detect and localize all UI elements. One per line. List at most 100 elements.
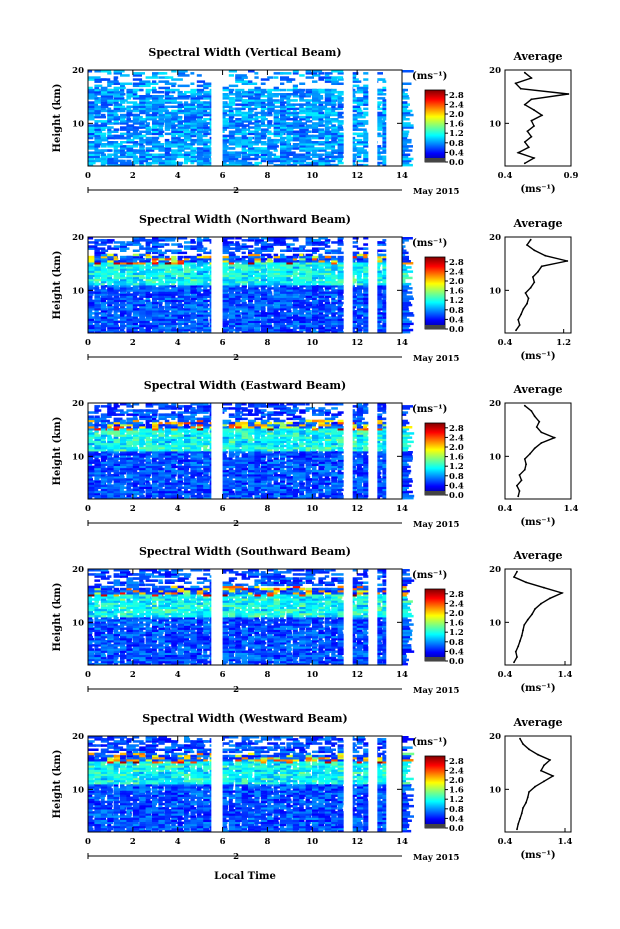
- heatmap-cell: [401, 111, 411, 115]
- heatmap-cell: [88, 262, 99, 265]
- heatmap-cell: [337, 278, 347, 282]
- heatmap-cell: [350, 297, 361, 300]
- heatmap-cell: [177, 147, 184, 150]
- heatmap-cell: [139, 312, 147, 315]
- heatmap-cell: [350, 163, 357, 167]
- heatmap-cell: [235, 153, 242, 156]
- heatmap-cell: [120, 155, 132, 159]
- heatmap-cell: [228, 157, 239, 161]
- heatmap-cell: [145, 97, 156, 100]
- heatmap-cell: [299, 157, 307, 161]
- heatmap-cell: [401, 134, 409, 138]
- heatmap-cell: [164, 488, 173, 492]
- heatmap-cell: [107, 88, 114, 92]
- heatmap-cell: [280, 141, 288, 144]
- heatmap-cell: [100, 255, 113, 259]
- heatmap-cell: [100, 120, 108, 123]
- heatmap-cell: [196, 143, 207, 146]
- heatmap-cell: [88, 141, 95, 144]
- heatmap-cell: [305, 270, 318, 273]
- heatmap-cell: [241, 322, 249, 326]
- heatmap-cell: [273, 128, 281, 131]
- x-tick-label: 0: [85, 171, 91, 181]
- heatmap-cell: [196, 124, 208, 127]
- heatmap-cell: [120, 151, 128, 154]
- heatmap-cell: [241, 115, 252, 119]
- heatmap-cell: [350, 310, 363, 313]
- heatmap-cell: [184, 301, 195, 305]
- heatmap-cell: [286, 295, 294, 298]
- heatmap-cell: [376, 270, 382, 273]
- heatmap-cell: [273, 282, 284, 286]
- heatmap-cell: [299, 253, 304, 257]
- heatmap-cell: [190, 262, 196, 265]
- heatmap-cell: [100, 257, 107, 261]
- heatmap-cell: [312, 118, 324, 121]
- heatmap-cell: [235, 272, 242, 275]
- heatmap-cell: [139, 276, 146, 280]
- heatmap-cell: [292, 488, 304, 492]
- x-tick-label: 12: [351, 171, 363, 181]
- colorbar-tick-label: 0.0: [449, 158, 464, 168]
- heatmap-cell: [350, 299, 358, 303]
- heatmap-cell: [363, 276, 368, 280]
- heatmap-cell: [337, 143, 350, 146]
- heatmap-cell: [171, 316, 181, 319]
- heatmap-cell: [145, 291, 151, 294]
- heatmap-cell: [324, 124, 329, 127]
- heatmap-cell: [120, 469, 129, 473]
- heatmap-cell: [363, 260, 373, 263]
- heatmap-cell: [171, 490, 183, 494]
- heatmap-cell: [324, 241, 330, 244]
- heatmap-cell: [292, 476, 304, 479]
- heatmap-cell: [267, 328, 278, 332]
- heatmap-cell: [305, 111, 315, 115]
- heatmap-cell: [158, 282, 168, 286]
- heatmap-cell: [248, 249, 260, 252]
- heatmap-cell: [292, 157, 301, 161]
- heatmap-cell: [248, 237, 260, 240]
- heatmap-cell: [324, 486, 337, 489]
- heatmap-cell: [100, 324, 110, 328]
- heatmap-cell: [324, 291, 337, 294]
- heatmap-cell: [139, 280, 150, 284]
- heatmap-cell: [235, 159, 247, 163]
- heatmap-cell: [164, 318, 172, 321]
- heatmap-cell: [203, 482, 208, 485]
- heatmap-cell: [203, 312, 215, 315]
- heatmap-cell: [94, 274, 106, 278]
- heatmap-cell: [196, 287, 202, 290]
- heatmap-cell: [331, 326, 337, 330]
- heatmap-cell: [177, 251, 188, 255]
- average-x-tick-label: 0.9: [564, 171, 579, 181]
- heatmap-cell: [164, 255, 170, 259]
- heatmap-cell: [350, 326, 363, 330]
- heatmap-cell: [107, 305, 116, 309]
- heatmap-cell: [248, 494, 253, 498]
- heatmap-cell: [305, 471, 312, 475]
- heatmap-cell: [177, 278, 189, 282]
- heatmap-cell: [152, 157, 160, 161]
- heatmap-cell: [113, 287, 124, 290]
- heatmap-cell: [363, 111, 374, 115]
- heatmap-cell: [139, 330, 152, 334]
- heatmap-cell: [324, 316, 332, 319]
- heatmap-cell: [324, 303, 336, 307]
- heatmap-cell: [145, 293, 154, 296]
- heatmap-cell: [113, 99, 119, 102]
- date-marker: 2: [233, 186, 239, 196]
- heatmap-cell: [100, 93, 111, 96]
- heatmap-cell: [164, 270, 177, 273]
- heatmap-cell: [273, 115, 279, 119]
- heatmap-cell: [120, 128, 133, 131]
- heatmap-cell: [164, 287, 170, 290]
- heatmap-cell: [94, 99, 106, 102]
- heatmap-cell: [196, 126, 208, 129]
- heatmap-cell: [248, 93, 259, 96]
- heatmap-cell: [152, 295, 161, 298]
- heatmap-cell: [267, 253, 272, 257]
- heatmap-cell: [376, 308, 388, 311]
- heatmap-cell: [350, 253, 360, 257]
- heatmap-cell: [331, 310, 336, 313]
- heatmap-cell: [145, 141, 158, 144]
